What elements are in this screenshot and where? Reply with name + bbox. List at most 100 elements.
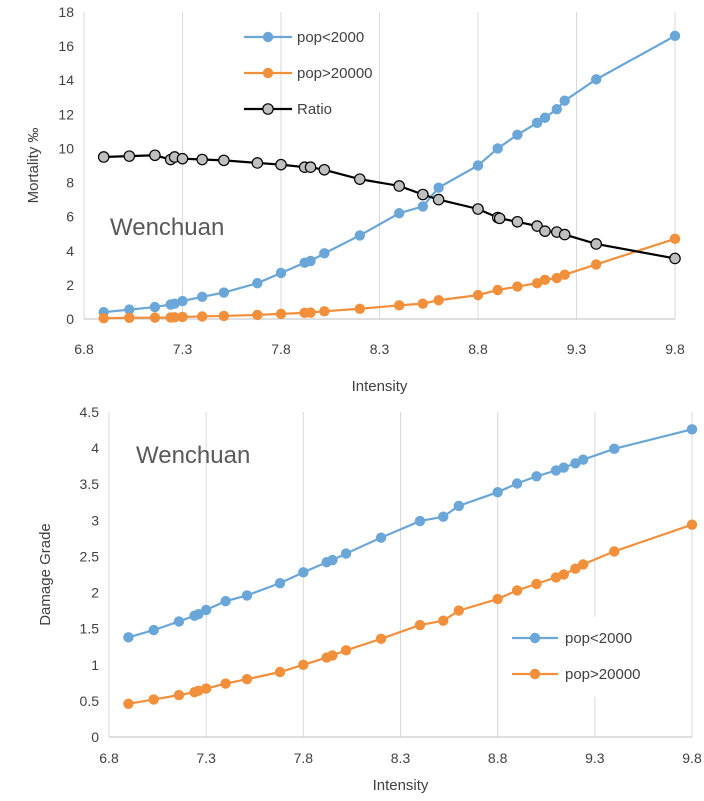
data-point-pop-lt-2000 xyxy=(241,590,253,601)
data-point-pop-gt-20000 xyxy=(609,546,620,557)
data-point-pop-lt-2000 xyxy=(531,117,543,129)
data-point-ratio xyxy=(218,154,230,167)
x-tick-label: 9.3 xyxy=(567,341,587,357)
data-point-pop-gt-20000 xyxy=(570,563,581,574)
y-tick-label: 2 xyxy=(66,277,74,293)
data-point-pop-gt-20000 xyxy=(669,233,681,245)
data-point-pop-lt-2000 xyxy=(492,143,503,154)
data-point-ratio xyxy=(493,212,506,225)
data-point-pop-gt-20000 xyxy=(275,308,287,320)
data-point-pop-gt-20000 xyxy=(512,281,523,292)
y-tick-label: 4 xyxy=(66,243,74,259)
legend-label: pop<2000 xyxy=(297,29,364,46)
data-point-pop-lt-2000 xyxy=(123,632,134,643)
legend-label: pop>20000 xyxy=(565,666,641,683)
data-point-pop-lt-2000 xyxy=(220,596,231,607)
series-pop-gt-20000 xyxy=(123,519,698,709)
data-point-pop-lt-2000 xyxy=(298,567,309,578)
y-tick-label: 3.5 xyxy=(80,476,100,492)
data-point-pop-gt-20000 xyxy=(123,698,134,709)
y-tick-label: 2.5 xyxy=(80,548,100,564)
data-point-ratio xyxy=(539,225,551,237)
data-point-pop-gt-20000 xyxy=(298,659,309,670)
legend-label: pop<2000 xyxy=(565,630,632,647)
legend: pop<2000 pop>20000 Ratio xyxy=(244,29,373,118)
data-point-pop-lt-2000 xyxy=(609,443,620,455)
data-point-pop-lt-2000 xyxy=(327,554,338,566)
y-tick-label: 2 xyxy=(91,585,99,601)
y-tick-label: 1 xyxy=(91,657,99,673)
legend-marker xyxy=(529,668,541,680)
data-point-pop-gt-20000 xyxy=(124,312,135,324)
data-point-pop-gt-20000 xyxy=(551,272,562,284)
x-tick-label: 7.3 xyxy=(196,750,216,766)
data-point-pop-lt-2000 xyxy=(558,462,569,473)
mortality-chart: 0 2 4 6 8 10 12 14 16 18 6.8 7.3 7.8 8.3 8.8 9.3 9.8 Inte… xyxy=(25,4,685,395)
data-point-pop-lt-2000 xyxy=(149,301,161,313)
data-point-pop-lt-2000 xyxy=(570,458,581,469)
data-point-ratio xyxy=(176,152,189,165)
series-ratio xyxy=(97,149,681,265)
data-point-pop-gt-20000 xyxy=(241,674,253,685)
data-point-ratio xyxy=(417,188,429,201)
data-point-pop-gt-20000 xyxy=(433,295,444,306)
y-tick-label: 6 xyxy=(66,209,74,225)
data-point-pop-lt-2000 xyxy=(148,624,159,636)
data-point-pop-gt-20000 xyxy=(531,578,542,590)
y-tick-label: 0 xyxy=(91,729,99,745)
data-point-pop-gt-20000 xyxy=(327,650,338,661)
data-point-pop-lt-2000 xyxy=(551,104,562,115)
legend-marker xyxy=(262,67,274,79)
y-axis-title: Mortality ‰ xyxy=(25,128,42,204)
data-point-pop-lt-2000 xyxy=(394,208,405,219)
data-point-pop-gt-20000 xyxy=(169,312,180,323)
data-point-pop-lt-2000 xyxy=(274,577,286,589)
wenchuan-annotation: Wenchuan xyxy=(136,442,250,469)
data-point-ratio xyxy=(393,180,405,192)
legend-marker xyxy=(262,103,274,115)
data-point-pop-lt-2000 xyxy=(193,609,204,620)
data-point-pop-lt-2000 xyxy=(492,486,503,498)
y-tick-label: 12 xyxy=(58,106,74,122)
data-point-ratio xyxy=(196,153,208,166)
data-point-pop-gt-20000 xyxy=(173,689,185,701)
data-point-pop-lt-2000 xyxy=(173,616,185,627)
data-point-pop-lt-2000 xyxy=(319,248,330,259)
data-point-pop-gt-20000 xyxy=(577,559,589,570)
y-tick-label: 8 xyxy=(66,175,74,191)
data-point-pop-lt-2000 xyxy=(669,30,681,42)
x-tick-label: 9.3 xyxy=(585,750,605,766)
data-point-pop-lt-2000 xyxy=(433,182,444,193)
data-point-pop-lt-2000 xyxy=(512,129,523,140)
x-tick-label: 8.3 xyxy=(391,750,411,766)
data-point-ratio xyxy=(149,149,161,162)
series-pop-lt-2000 xyxy=(98,30,681,318)
x-tick-label: 8.8 xyxy=(488,750,508,766)
data-point-pop-gt-20000 xyxy=(492,593,503,605)
data-point-pop-lt-2000 xyxy=(414,515,426,527)
x-tick-label: 9.8 xyxy=(682,750,702,766)
data-point-pop-lt-2000 xyxy=(453,500,464,512)
data-point-pop-gt-20000 xyxy=(414,619,426,631)
y-axis-title: Damage Grade xyxy=(37,523,54,626)
data-point-ratio xyxy=(275,158,287,171)
y-tick-label: 16 xyxy=(58,38,74,54)
y-tick-label: 0 xyxy=(66,311,74,327)
data-point-ratio xyxy=(432,193,445,206)
data-point-pop-gt-20000 xyxy=(394,300,405,311)
data-point-pop-lt-2000 xyxy=(539,112,551,123)
y-tick-label: 14 xyxy=(58,72,74,88)
data-point-pop-gt-20000 xyxy=(354,303,365,314)
y-tick-label: 3 xyxy=(91,512,99,528)
wenchuan-annotation: Wenchuan xyxy=(110,214,224,241)
x-axis-title: Intensity xyxy=(373,777,429,794)
data-point-pop-lt-2000 xyxy=(305,255,316,267)
data-point-pop-lt-2000 xyxy=(511,478,523,489)
data-point-pop-lt-2000 xyxy=(169,298,180,309)
x-tick-label: 7.8 xyxy=(294,750,314,766)
y-tick-label: 0.5 xyxy=(80,693,100,709)
data-point-pop-lt-2000 xyxy=(559,95,570,106)
data-point-pop-gt-20000 xyxy=(558,569,569,580)
x-tick-label: 7.3 xyxy=(173,341,193,357)
